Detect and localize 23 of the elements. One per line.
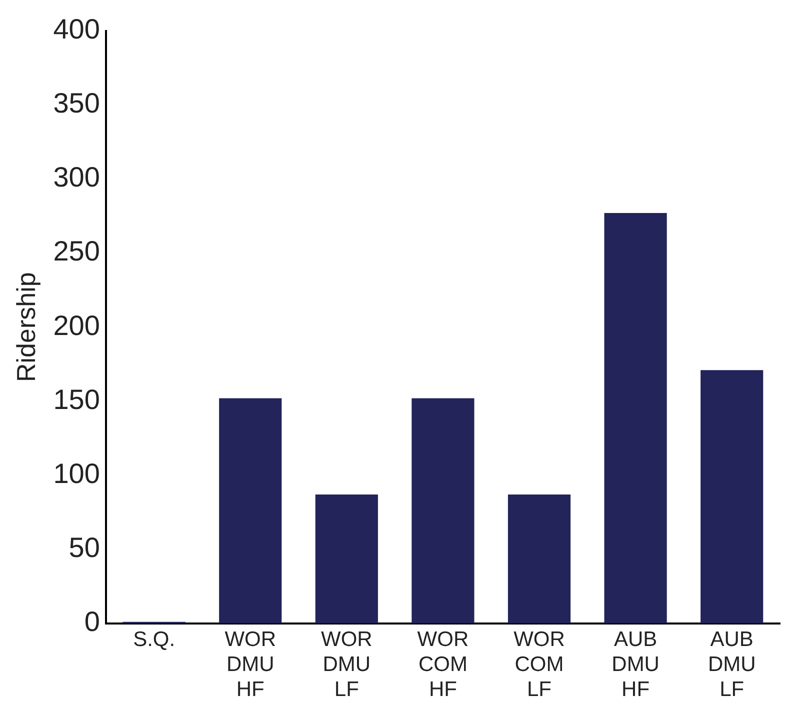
y-axis-title: Ridership — [10, 272, 41, 382]
x-tick-label: WOR COM HF — [417, 628, 469, 702]
y-tick-label: 250 — [53, 236, 100, 267]
bar — [604, 213, 667, 624]
bar — [219, 398, 282, 624]
x-tick-label: WOR DMU HF — [224, 628, 276, 702]
y-tick-label: 400 — [53, 14, 100, 45]
bar — [315, 494, 378, 624]
y-tick-label: 100 — [53, 458, 100, 489]
y-tick-label: 200 — [53, 310, 100, 341]
y-tick-label: 50 — [68, 532, 100, 564]
x-tick-label: AUB DMU LF — [708, 628, 756, 702]
x-tick-label: S.Q. — [133, 628, 176, 651]
y-tick-label: 0 — [84, 606, 100, 638]
y-tick-label: 150 — [53, 384, 100, 415]
x-tick-label: WOR COM LF — [514, 628, 565, 702]
x-tick-label: WOR DMU LF — [320, 628, 372, 702]
bar — [412, 398, 474, 624]
y-tick-label: 350 — [53, 88, 100, 119]
bar — [700, 370, 764, 624]
y-tick-label: 300 — [53, 162, 100, 193]
x-tick-label: AUB DMU HF — [612, 628, 660, 702]
bar — [508, 494, 571, 624]
